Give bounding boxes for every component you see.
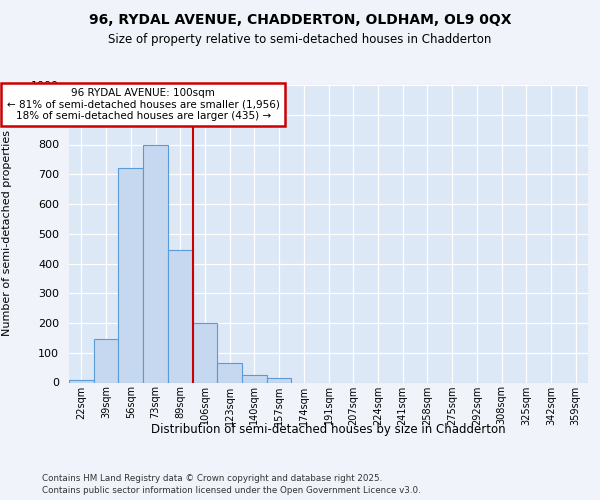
Text: Contains HM Land Registry data © Crown copyright and database right 2025.: Contains HM Land Registry data © Crown c… xyxy=(42,474,382,483)
Text: Distribution of semi-detached houses by size in Chadderton: Distribution of semi-detached houses by … xyxy=(151,422,506,436)
Text: 96 RYDAL AVENUE: 100sqm
← 81% of semi-detached houses are smaller (1,956)
18% of: 96 RYDAL AVENUE: 100sqm ← 81% of semi-de… xyxy=(7,88,280,121)
Text: Contains public sector information licensed under the Open Government Licence v3: Contains public sector information licen… xyxy=(42,486,421,495)
Bar xyxy=(168,250,193,382)
Text: 96, RYDAL AVENUE, CHADDERTON, OLDHAM, OL9 0QX: 96, RYDAL AVENUE, CHADDERTON, OLDHAM, OL… xyxy=(89,12,511,26)
Bar xyxy=(143,144,168,382)
Bar xyxy=(69,380,94,382)
Text: Size of property relative to semi-detached houses in Chadderton: Size of property relative to semi-detach… xyxy=(109,32,491,46)
Bar xyxy=(242,375,267,382)
Bar xyxy=(217,363,242,382)
Bar xyxy=(118,168,143,382)
Text: Number of semi-detached properties: Number of semi-detached properties xyxy=(2,130,12,336)
Bar xyxy=(267,378,292,382)
Bar xyxy=(94,340,118,382)
Bar xyxy=(193,323,217,382)
